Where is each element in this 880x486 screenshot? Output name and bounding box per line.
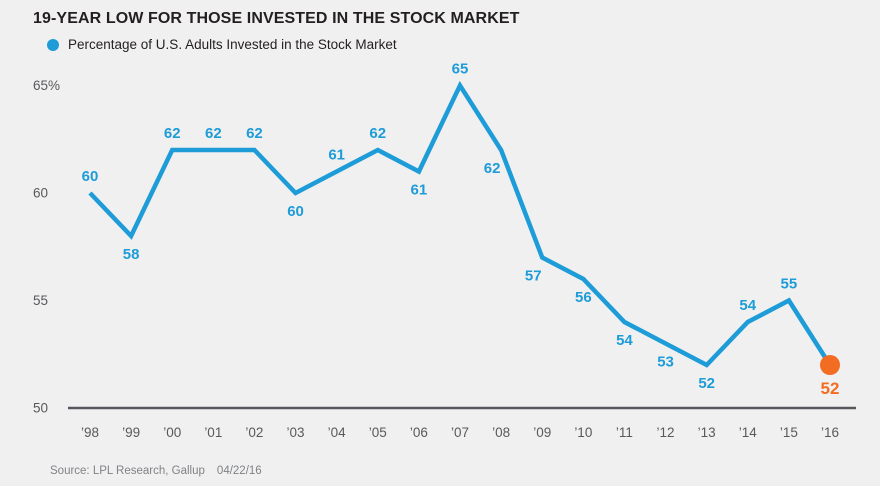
y-axis-tick: 65%: [33, 78, 60, 93]
x-axis-tick: ’03: [287, 425, 305, 440]
x-axis-tick: ’00: [163, 425, 181, 440]
x-axis-tick: ’07: [451, 425, 469, 440]
x-axis-tick: ’09: [533, 425, 551, 440]
y-axis-tick: 55: [33, 293, 48, 308]
x-axis-tick: ’15: [780, 425, 798, 440]
x-axis-tick: ’10: [574, 425, 592, 440]
data-label: 62: [246, 125, 263, 142]
chart-title: 19-YEAR LOW FOR THOSE INVESTED IN THE ST…: [33, 10, 520, 27]
x-axis-tick: ’14: [739, 425, 758, 440]
x-axis-tick: ’04: [328, 425, 347, 440]
data-line: [88, 80, 832, 368]
x-axis-tick: ’12: [657, 425, 675, 440]
x-axis-tick: ’98: [81, 425, 99, 440]
data-label: 62: [369, 125, 386, 142]
data-label: 52: [698, 375, 715, 392]
data-label: 62: [205, 125, 222, 142]
y-axis-tick: 50: [33, 401, 48, 416]
y-axis-tick: 60: [33, 186, 48, 201]
data-label: 61: [328, 147, 345, 164]
data-label: 62: [164, 125, 181, 142]
x-axis-tick: ’13: [698, 425, 716, 440]
x-axis-tick: ’05: [369, 425, 387, 440]
data-label: 60: [82, 168, 99, 185]
data-label: 56: [575, 289, 592, 306]
x-axis-tick: ’01: [204, 425, 222, 440]
x-axis-tick: ’02: [245, 425, 263, 440]
data-label: 60: [287, 203, 304, 220]
data-label: 62: [484, 160, 501, 177]
data-label: 61: [411, 182, 428, 199]
legend-label: Percentage of U.S. Adults Invested in th…: [68, 37, 397, 52]
legend-dot-icon: [47, 38, 59, 51]
data-label: 54: [616, 332, 633, 349]
data-label: 65: [452, 61, 469, 78]
x-axis-tick: ’06: [410, 425, 428, 440]
x-axis-tick: ’08: [492, 425, 510, 440]
x-axis-tick: ’16: [821, 425, 839, 440]
highlight-point: [820, 355, 840, 375]
legend: Percentage of U.S. Adults Invested in th…: [47, 37, 397, 52]
data-label: 53: [657, 354, 674, 371]
data-label: 54: [739, 297, 756, 314]
source-note: Source: LPL Research, Gallup 04/22/16: [50, 465, 262, 477]
x-axis-tick: ’11: [616, 425, 633, 440]
data-label: 52: [821, 379, 840, 398]
source-date: 04/22/16: [216, 465, 262, 477]
data-label: 55: [781, 276, 798, 293]
data-label: 57: [525, 268, 542, 285]
x-axis-tick: ’99: [122, 425, 140, 440]
source-text: Source: LPL Research, Gallup: [50, 465, 205, 477]
data-label: 58: [123, 246, 140, 263]
